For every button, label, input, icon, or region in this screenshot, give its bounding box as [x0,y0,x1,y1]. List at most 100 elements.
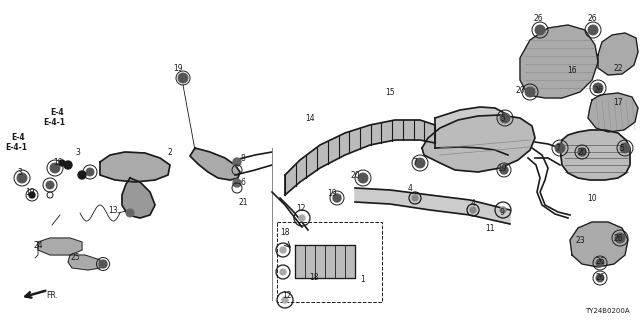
Text: 12: 12 [282,291,292,300]
Circle shape [500,166,508,174]
Text: 26: 26 [595,274,605,283]
Text: 26: 26 [533,13,543,22]
Polygon shape [122,178,155,218]
Text: 19: 19 [327,188,337,197]
Circle shape [50,163,60,173]
Circle shape [46,181,54,189]
Circle shape [593,83,603,93]
Text: 16: 16 [567,66,577,75]
Text: 26: 26 [595,258,605,267]
Text: 19: 19 [173,63,183,73]
Text: E-4: E-4 [11,132,25,141]
Bar [277,222,382,302]
Polygon shape [100,152,170,182]
Circle shape [78,171,86,179]
Text: 12: 12 [296,204,306,212]
Circle shape [86,168,94,176]
Text: 7: 7 [413,157,417,166]
Polygon shape [68,255,100,270]
Circle shape [555,143,565,153]
Polygon shape [422,115,535,172]
Circle shape [178,73,188,83]
Text: 9: 9 [500,207,504,217]
Circle shape [470,207,476,213]
Text: 21: 21 [238,197,248,206]
Text: 19: 19 [497,164,507,172]
Circle shape [233,179,241,187]
Circle shape [280,247,286,253]
Text: 10: 10 [587,194,597,203]
Polygon shape [38,238,82,255]
Circle shape [596,274,604,282]
Circle shape [126,209,134,217]
Text: 7: 7 [556,143,561,153]
Text: 3: 3 [17,167,22,177]
Text: 20: 20 [515,85,525,94]
Polygon shape [570,222,628,267]
Polygon shape [295,245,355,278]
Text: 11: 11 [485,223,495,233]
Circle shape [233,158,241,166]
Circle shape [415,158,425,168]
Text: 17: 17 [613,98,623,107]
Circle shape [280,269,286,275]
Circle shape [615,233,625,243]
Circle shape [596,259,604,267]
Text: 26: 26 [593,85,603,94]
Text: 4: 4 [470,198,476,207]
Text: 20: 20 [577,148,587,156]
Polygon shape [598,33,638,75]
Text: 18: 18 [309,274,319,283]
Text: E-4: E-4 [50,108,64,116]
Polygon shape [588,93,638,132]
Text: 6: 6 [241,178,245,187]
Polygon shape [435,107,508,155]
Polygon shape [190,148,240,180]
Text: 2: 2 [168,148,172,156]
Text: E-4-1: E-4-1 [43,117,65,126]
Text: E-4-1: E-4-1 [5,142,27,151]
Circle shape [99,260,107,268]
Circle shape [299,215,305,221]
Text: 26: 26 [587,13,597,22]
Text: TY24B0200A: TY24B0200A [586,308,630,314]
Text: 1: 1 [360,276,365,284]
Circle shape [17,173,27,183]
Text: 18: 18 [280,228,290,236]
Text: 25: 25 [70,253,80,262]
Circle shape [29,192,35,198]
Circle shape [59,160,65,166]
Polygon shape [355,188,510,224]
Text: 23: 23 [575,236,585,244]
Text: 14: 14 [305,114,315,123]
Text: 26: 26 [613,234,623,243]
Circle shape [620,143,630,153]
Circle shape [333,194,341,202]
Text: 22: 22 [613,63,623,73]
Circle shape [64,161,72,169]
Circle shape [358,173,368,183]
Text: 13: 13 [108,205,118,214]
Text: 20: 20 [350,171,360,180]
Polygon shape [520,25,598,98]
Circle shape [578,148,586,156]
Circle shape [500,207,506,213]
Text: 15: 15 [385,87,395,97]
Polygon shape [560,130,630,180]
Polygon shape [285,120,435,195]
Text: 5: 5 [620,143,625,153]
Text: 4: 4 [408,183,412,193]
Circle shape [282,297,288,303]
Circle shape [535,25,545,35]
Text: 8: 8 [241,154,245,163]
Circle shape [525,87,535,97]
Text: 24: 24 [33,241,43,250]
Text: 5: 5 [500,114,506,123]
Text: 19: 19 [25,188,35,196]
Text: 3: 3 [76,148,81,156]
Circle shape [412,195,418,201]
Circle shape [588,25,598,35]
Text: 19: 19 [53,157,63,166]
Text: FR.: FR. [46,292,58,300]
Circle shape [500,113,510,123]
